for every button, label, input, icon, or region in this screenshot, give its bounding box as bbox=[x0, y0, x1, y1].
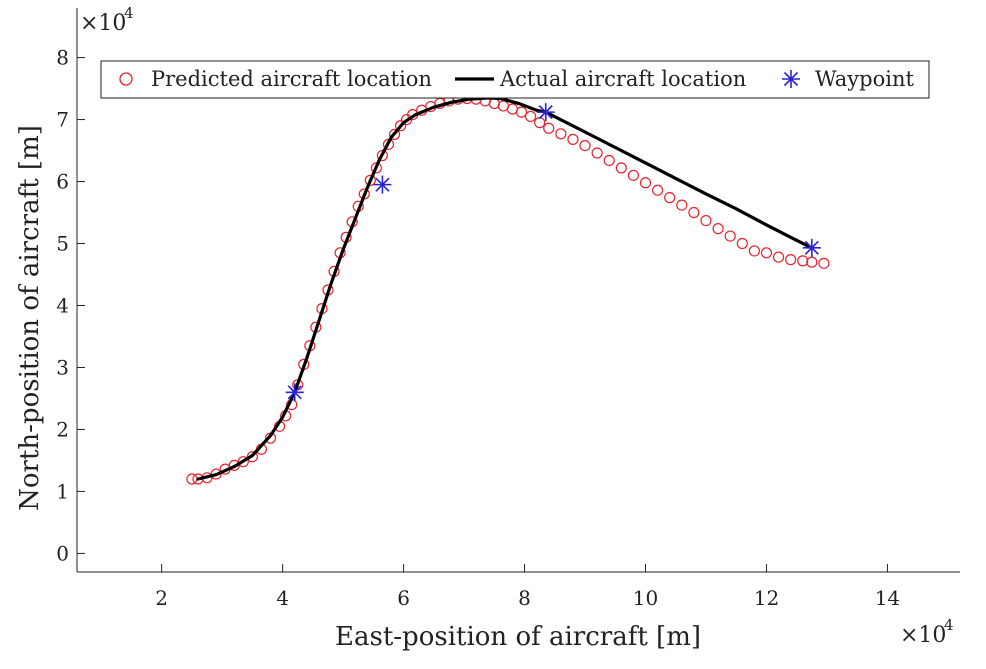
predicted-point bbox=[555, 128, 567, 140]
legend-label-predicted: Predicted aircraft location bbox=[151, 67, 432, 91]
predicted-point bbox=[591, 147, 603, 159]
predicted-point bbox=[676, 199, 688, 211]
y-tick-label: 5 bbox=[56, 232, 69, 256]
predicted-point bbox=[664, 192, 676, 204]
x-exponent: ×10 4 bbox=[900, 616, 954, 648]
x-axis-label: East-position of aircraft [m] bbox=[335, 622, 701, 652]
y-exponent-base: ×10 bbox=[80, 11, 126, 36]
y-tick-label: 6 bbox=[56, 170, 69, 194]
x-tick-label: 4 bbox=[276, 586, 289, 610]
x-tick-label: 8 bbox=[518, 586, 531, 610]
y-tick-label: 8 bbox=[56, 46, 69, 70]
waypoint-marker bbox=[285, 383, 304, 402]
predicted-point bbox=[627, 169, 640, 181]
waypoint-stroke bbox=[287, 385, 302, 400]
legend: Predicted aircraft location Actual aircr… bbox=[100, 60, 930, 99]
predicted-point bbox=[388, 128, 401, 141]
predicted-point bbox=[806, 256, 818, 268]
predicted-point bbox=[688, 206, 700, 219]
predicted-point bbox=[376, 149, 389, 162]
x-tick-label: 12 bbox=[754, 586, 779, 610]
legend-marker-predicted bbox=[119, 72, 133, 86]
y-tick-label: 1 bbox=[56, 479, 69, 503]
predicted-point bbox=[772, 251, 785, 263]
x-tick-label: 10 bbox=[633, 586, 658, 610]
predicted-point bbox=[760, 247, 773, 259]
legend-label-waypoint: Waypoint bbox=[815, 67, 914, 91]
predicted-point bbox=[524, 110, 537, 123]
predicted-point bbox=[567, 133, 579, 145]
predicted-point bbox=[712, 223, 724, 235]
x-exponent-base: ×10 bbox=[900, 623, 946, 648]
predicted-point bbox=[700, 214, 712, 227]
predicted-point bbox=[394, 120, 407, 132]
x-tick-label: 6 bbox=[397, 586, 410, 610]
predicted-point bbox=[579, 139, 591, 152]
predicted-point bbox=[797, 255, 809, 267]
x-exponent-power: 4 bbox=[944, 616, 954, 634]
predicted-point bbox=[237, 456, 249, 468]
predicted-point bbox=[515, 106, 528, 118]
x-tick-label: 14 bbox=[875, 586, 900, 610]
actual-path-line bbox=[196, 96, 814, 481]
waypoint-marker bbox=[536, 103, 555, 122]
predicted-point bbox=[615, 162, 627, 174]
predicted-point bbox=[543, 122, 555, 134]
predicted-point bbox=[652, 184, 664, 196]
legend-marker-waypoint bbox=[782, 70, 800, 88]
waypoint-marker bbox=[373, 175, 392, 194]
waypoint-stroke bbox=[375, 177, 390, 192]
legend-label-actual: Actual aircraft location bbox=[499, 67, 746, 91]
predicted-point bbox=[724, 230, 736, 242]
predicted-point bbox=[603, 154, 615, 167]
y-exponent-power: 4 bbox=[124, 4, 134, 22]
y-tick-label: 3 bbox=[56, 355, 69, 379]
y-tick-label: 7 bbox=[56, 108, 69, 132]
series-layer bbox=[186, 92, 830, 485]
predicted-point bbox=[364, 174, 376, 186]
y-tick-label: 4 bbox=[56, 293, 69, 317]
y-axis-label: North-position of aircraft [m] bbox=[15, 125, 45, 511]
waypoint-marker bbox=[802, 238, 821, 257]
y-tick-label: 0 bbox=[56, 541, 69, 565]
y-tick-label: 2 bbox=[56, 417, 69, 441]
predicted-point bbox=[639, 177, 652, 189]
predicted-point bbox=[818, 257, 830, 269]
predicted-point bbox=[748, 245, 760, 257]
predicted-point bbox=[736, 237, 748, 250]
predicted-point bbox=[785, 254, 797, 266]
x-tick-label: 2 bbox=[155, 586, 168, 610]
waypoint-stroke bbox=[538, 105, 553, 120]
y-exponent: ×10 4 bbox=[80, 4, 134, 36]
waypoint-stroke bbox=[804, 240, 819, 255]
